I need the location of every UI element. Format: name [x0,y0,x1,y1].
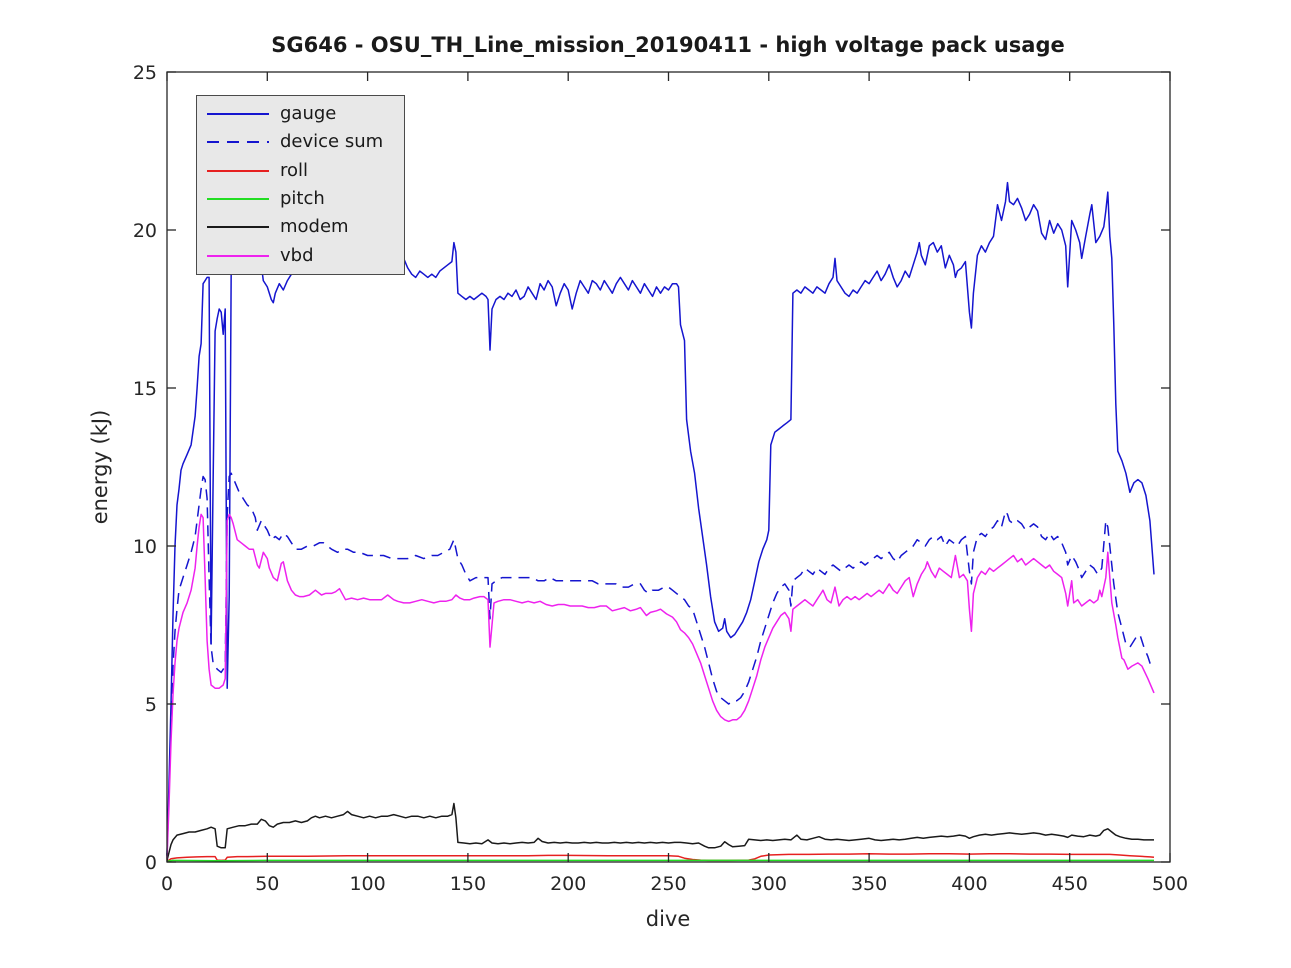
legend-line-sample-device-sum [207,141,269,144]
x-axis-label: dive [646,907,691,931]
x-tick-label: 250 [650,873,686,895]
x-tick-label: 400 [951,873,987,895]
x-tick-label: 150 [450,873,486,895]
legend-item-gauge: gauge [207,101,404,127]
legend-line-sample-roll [207,169,269,172]
series-device-sum [166,472,1153,856]
legend-item-modem: modem [207,214,404,240]
x-tick-label: 300 [751,873,787,895]
legend-label-vbd: vbd [280,244,314,266]
legend-item-roll: roll [207,158,404,184]
x-tick-label: 350 [851,873,887,895]
y-tick-label: 25 [133,62,157,84]
x-tick-label: 50 [255,873,279,895]
series-layer [166,181,1155,863]
series-gauge [166,181,1155,856]
x-tick-label: 0 [161,873,173,895]
legend-item-device-sum: device sum [207,129,404,155]
legend-line-sample-pitch [207,198,269,201]
legend-label-modem: modem [280,216,349,238]
legend-label-gauge: gauge [280,103,337,125]
series-modem [166,802,1154,861]
legend-label-device-sum: device sum [280,131,384,153]
series-pitch [166,859,1154,863]
y-tick-label: 15 [133,378,157,400]
legend-label-roll: roll [280,159,309,181]
x-tick-label: 500 [1152,873,1188,895]
x-tick-label: 200 [550,873,586,895]
x-tick-label: 450 [1052,873,1088,895]
y-axis-label: energy (kJ) [88,410,112,525]
axes-layer: 0 50 100 150 200 250 300 350 400 450 500 0 5 10 15 20 25 [133,62,1188,895]
legend-item-vbd: vbd [207,243,404,269]
legend-line-sample-gauge [207,113,269,116]
legend-line-sample-vbd [207,254,269,257]
series-vbd [166,513,1155,859]
y-tick-label: 5 [145,694,157,716]
y-tick-label: 10 [133,536,157,558]
y-tick-label: 0 [145,852,157,874]
series-roll [166,853,1155,863]
legend-line-sample-modem [207,226,269,229]
legend-label-pitch: pitch [280,188,325,210]
x-tick-label: 100 [349,873,385,895]
legend-item-pitch: pitch [207,186,404,212]
legend: gauge device sum roll pitch modem vbd [196,95,405,275]
chart-title: SG646 - OSU_TH_Line_mission_20190411 - h… [271,33,1065,57]
y-tick-label: 20 [133,220,157,242]
